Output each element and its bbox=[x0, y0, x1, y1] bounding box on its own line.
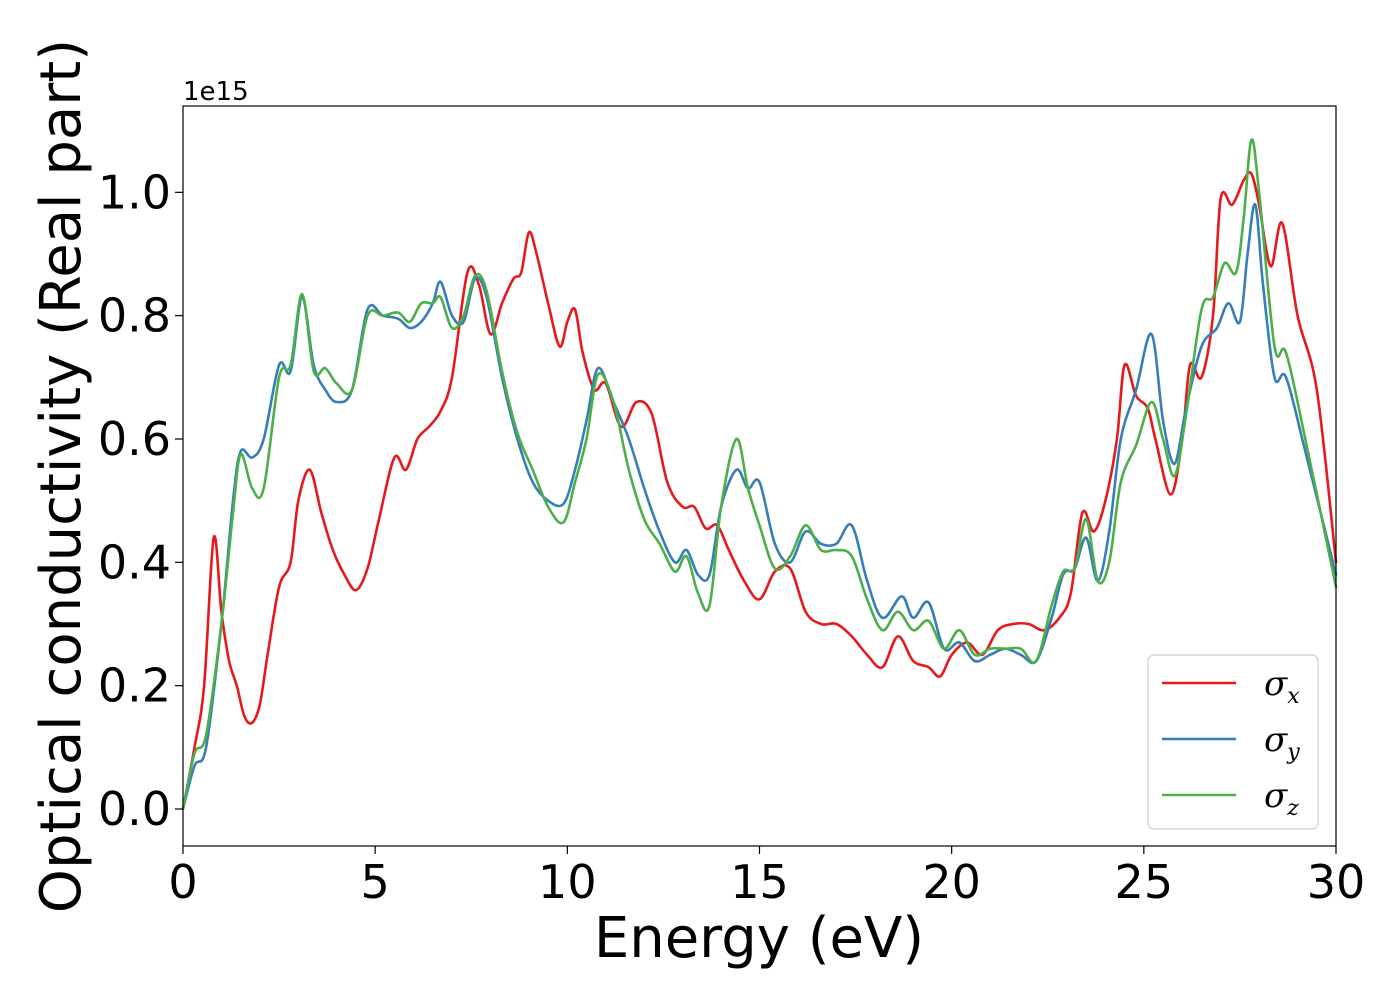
y-tick-label: 0.8 bbox=[98, 289, 171, 343]
series-line-y bbox=[181, 203, 1338, 811]
series-line-z bbox=[181, 138, 1338, 811]
y-offset-label: 1e15 bbox=[183, 77, 249, 107]
x-axis-label: Energy (eV) bbox=[594, 906, 924, 971]
x-tick-label: 25 bbox=[1115, 855, 1174, 909]
y-tick-label: 1.0 bbox=[98, 165, 171, 219]
y-tick-label: 0.0 bbox=[98, 782, 171, 836]
x-tick-label: 15 bbox=[730, 855, 789, 909]
x-tick-label: 20 bbox=[922, 855, 981, 909]
legend-box bbox=[1147, 654, 1319, 830]
y-tick-label: 0.2 bbox=[98, 659, 171, 713]
y-tick-label: 0.6 bbox=[98, 412, 171, 466]
series-layer bbox=[181, 138, 1338, 811]
y-tick-label: 0.4 bbox=[98, 535, 171, 589]
x-tick-label: 30 bbox=[1307, 855, 1366, 909]
x-axis-ticks: 0 5 10 15 20 25 30 bbox=[168, 846, 1365, 909]
x-tick-label: 5 bbox=[361, 855, 390, 909]
y-axis-ticks: 0.0 0.2 0.4 0.6 0.8 1.0 bbox=[98, 165, 183, 836]
x-tick-label: 0 bbox=[168, 855, 197, 909]
legend-label-x: σx bbox=[1264, 664, 1300, 709]
x-tick-label: 10 bbox=[538, 855, 597, 909]
y-axis-label: Optical conductivity (Real part) bbox=[29, 39, 94, 913]
series-line-x bbox=[181, 171, 1338, 811]
